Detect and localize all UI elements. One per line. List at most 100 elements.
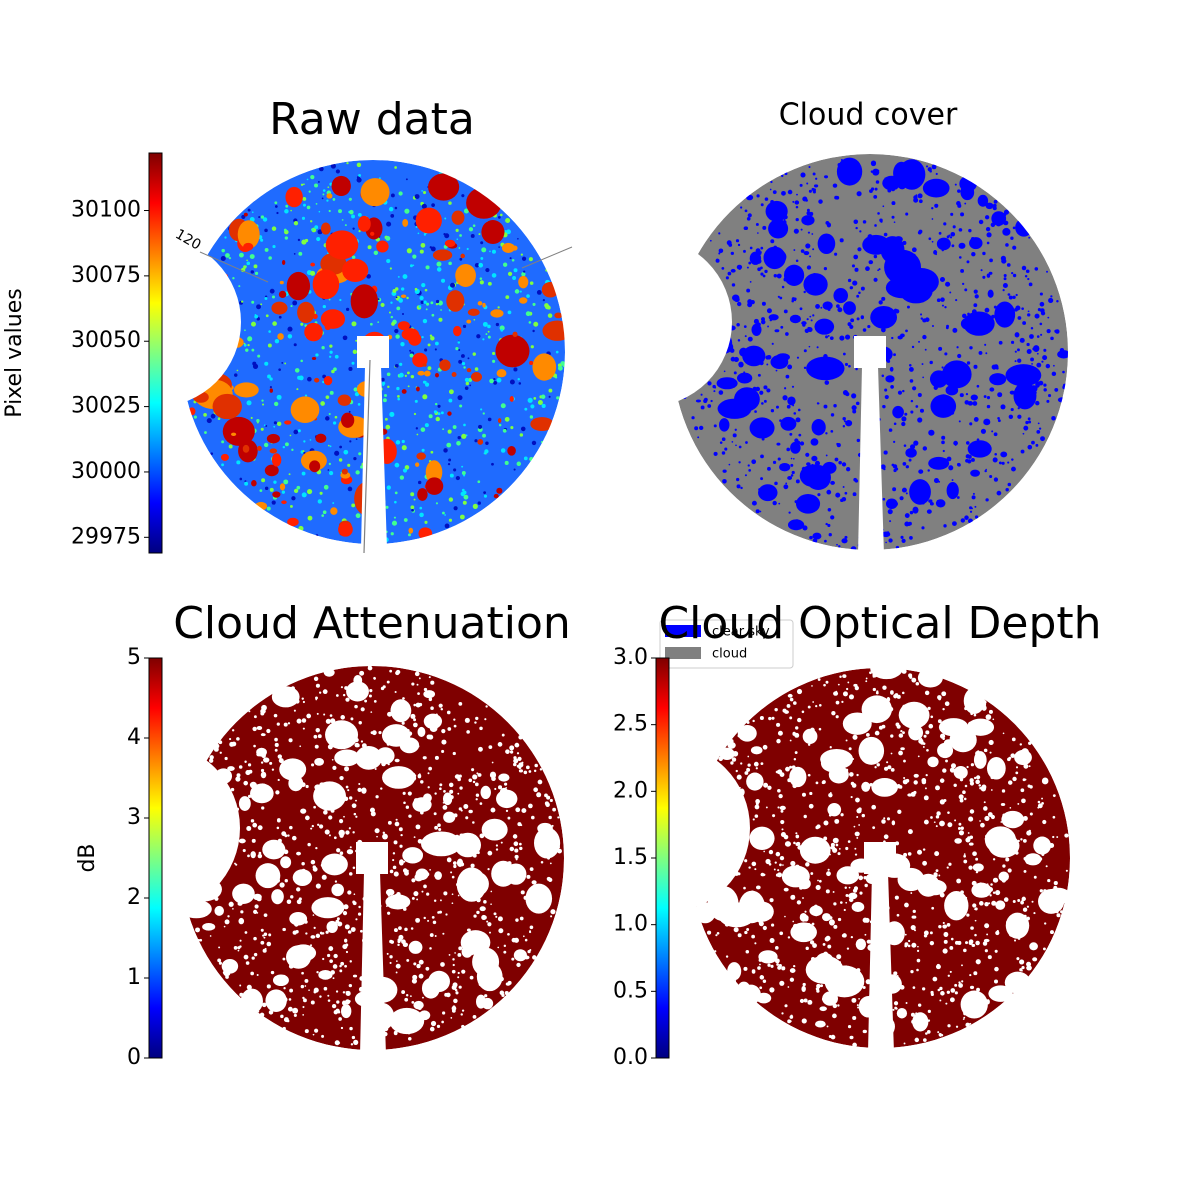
image-blob: [382, 766, 416, 789]
image-speck: [702, 275, 707, 281]
image-speck: [892, 487, 897, 492]
image-speck: [956, 201, 961, 206]
image-blob: [1038, 889, 1065, 914]
image-speck: [857, 452, 863, 458]
image-blob: [461, 945, 473, 958]
image-speck: [901, 421, 906, 427]
image-blob: [326, 920, 338, 934]
image-speck: [358, 452, 362, 456]
image-speck: [748, 261, 752, 265]
image-speck: [247, 336, 253, 342]
image-speck: [302, 197, 307, 201]
image-speck: [316, 970, 319, 974]
image-speck: [422, 394, 428, 400]
image-blob: [325, 720, 359, 750]
image-speck: [328, 462, 332, 466]
image-speck: [757, 267, 761, 272]
image-speck: [935, 869, 939, 873]
image-speck: [386, 680, 390, 684]
image-speck: [515, 918, 519, 922]
image-blob: [897, 335, 903, 340]
image-speck: [781, 1012, 784, 1015]
image-speck: [260, 761, 264, 764]
image-speck: [226, 354, 231, 359]
image-speck: [734, 979, 737, 982]
image-blob: [290, 396, 320, 423]
image-speck: [857, 1006, 860, 1009]
image-speck: [397, 275, 400, 278]
image-speck: [357, 212, 362, 217]
image-speck: [1046, 329, 1051, 334]
image-blob: [881, 531, 891, 538]
image-blob: [912, 506, 919, 514]
image-blob: [716, 798, 722, 803]
image-blob: [263, 757, 270, 763]
image-speck: [969, 510, 973, 513]
image-speck: [917, 193, 923, 199]
image-speck: [292, 300, 298, 306]
image-blob: [801, 215, 815, 226]
image-speck: [734, 428, 737, 431]
image-blob: [727, 962, 742, 981]
image-speck: [884, 996, 887, 999]
image-speck: [453, 468, 457, 472]
image-speck: [548, 815, 552, 820]
image-speck: [873, 533, 878, 538]
image-speck: [430, 301, 434, 305]
image-speck: [774, 861, 777, 864]
image-speck: [491, 249, 496, 254]
image-speck: [923, 934, 928, 938]
image-speck: [865, 979, 871, 985]
image-speck: [1025, 269, 1030, 274]
image-speck: [322, 189, 326, 192]
image-speck: [210, 452, 214, 455]
colorbar-tick-label: 0.0: [613, 1045, 648, 1070]
image-speck: [1051, 371, 1057, 377]
image-speck: [738, 445, 742, 449]
image-speck: [441, 1020, 444, 1024]
image-speck: [232, 816, 236, 820]
image-speck: [967, 518, 973, 524]
image-speck: [843, 908, 846, 912]
image-speck: [915, 194, 918, 197]
image-speck: [298, 897, 302, 901]
image-speck: [864, 883, 868, 888]
image-speck: [544, 793, 548, 798]
image-speck: [964, 202, 967, 205]
image-speck: [982, 275, 986, 279]
image-speck: [1002, 282, 1008, 289]
image-speck: [353, 1039, 359, 1045]
image-speck: [714, 950, 717, 953]
image-speck: [976, 775, 981, 780]
image-speck: [466, 730, 470, 734]
image-speck: [985, 226, 991, 232]
image-speck: [689, 390, 693, 394]
image-speck: [722, 478, 727, 484]
image-speck: [789, 739, 792, 742]
image-speck: [748, 469, 751, 472]
image-speck: [504, 782, 508, 786]
image-blob: [369, 1002, 395, 1031]
image-speck: [289, 825, 293, 830]
image-speck: [427, 786, 430, 789]
image-speck: [784, 915, 786, 918]
image-speck: [416, 683, 419, 686]
image-speck: [702, 261, 708, 267]
image-speck: [297, 238, 301, 242]
image-speck: [1012, 295, 1016, 300]
image-speck: [731, 781, 734, 784]
image-speck: [871, 400, 874, 403]
image-speck: [452, 984, 457, 990]
image-speck: [464, 717, 470, 723]
image-speck: [861, 813, 865, 818]
image-speck: [552, 807, 556, 812]
image-speck: [874, 730, 880, 736]
image-speck: [452, 425, 457, 429]
image-speck: [349, 440, 352, 443]
image-speck: [321, 197, 324, 200]
image-speck: [937, 1031, 940, 1034]
colorbar-tick-label: 30100: [71, 198, 141, 223]
image-speck: [974, 933, 977, 937]
image-speck: [514, 742, 520, 748]
image-speck: [713, 282, 719, 288]
